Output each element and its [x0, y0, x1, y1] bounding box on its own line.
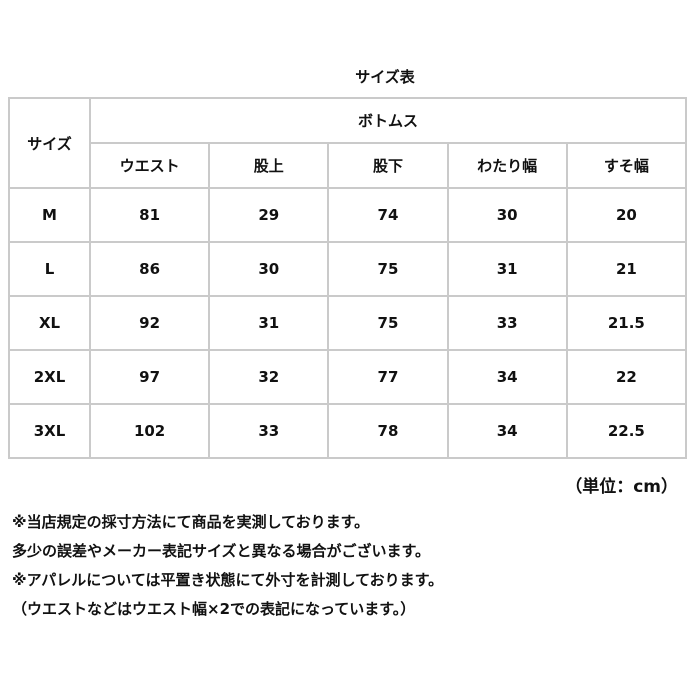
value-cell: 33 [208, 403, 330, 459]
size-cell: XL [8, 295, 91, 351]
value-cell: 33 [446, 295, 568, 351]
value-cell: 77 [327, 349, 449, 405]
value-cell: 75 [327, 295, 449, 351]
size-cell: 2XL [8, 349, 91, 405]
value-cell: 97 [88, 349, 211, 405]
table-row: 2XL 97 32 77 34 22 [8, 349, 688, 405]
column-header: わたり幅 [446, 142, 568, 189]
note-line: 多少の誤差やメーカー表記サイズと異なる場合がございます。 [12, 542, 431, 560]
page-title: サイズ表 [355, 68, 415, 86]
table-row: 3XL 102 33 78 34 22.5 [8, 403, 688, 459]
group-header: ボトムス [89, 97, 687, 144]
value-cell: 81 [88, 187, 211, 243]
size-header: サイズ [8, 97, 91, 189]
value-cell: 22.5 [565, 403, 688, 459]
value-cell: 30 [208, 241, 330, 297]
note-line: ※当店規定の採寸方法にて商品を実測しております。 [12, 513, 370, 531]
column-header: すそ幅 [565, 142, 688, 189]
value-cell: 34 [446, 349, 568, 405]
column-header: ウエスト [88, 142, 211, 189]
size-cell: 3XL [8, 403, 91, 459]
value-cell: 102 [88, 403, 211, 459]
notes: ※当店規定の採寸方法にて商品を実測しております。 多少の誤差やメーカー表記サイズ… [12, 508, 443, 624]
value-cell: 92 [88, 295, 211, 351]
unit-label: （単位：cm） [565, 477, 678, 497]
value-cell: 32 [208, 349, 330, 405]
table-row: L 86 30 75 31 21 [8, 241, 688, 297]
size-cell: L [8, 241, 91, 297]
value-cell: 74 [327, 187, 449, 243]
size-cell: M [8, 187, 91, 243]
value-cell: 29 [208, 187, 330, 243]
value-cell: 34 [446, 403, 568, 459]
value-cell: 31 [208, 295, 330, 351]
value-cell: 31 [446, 241, 568, 297]
table-row: M 81 29 74 30 20 [8, 187, 688, 243]
column-header: 股上 [208, 142, 330, 189]
value-cell: 86 [88, 241, 211, 297]
value-cell: 21 [565, 241, 688, 297]
value-cell: 78 [327, 403, 449, 459]
note-line: ※アパレルについては平置き状態にて外寸を計測しております。 [12, 571, 444, 589]
value-cell: 75 [327, 241, 449, 297]
size-table: サイズ ボトムス ウエスト 股上 股下 わたり幅 すそ幅 M 81 29 74 30 20 L 86 3… [8, 97, 688, 459]
value-cell: 20 [565, 187, 688, 243]
value-cell: 21.5 [565, 295, 688, 351]
value-cell: 22 [565, 349, 688, 405]
table-row: XL 92 31 75 33 21.5 [8, 295, 688, 351]
note-line: （ウエストなどはウエスト幅×2での表記になっています。） [12, 600, 416, 618]
value-cell: 30 [446, 187, 568, 243]
column-header: 股下 [327, 142, 449, 189]
